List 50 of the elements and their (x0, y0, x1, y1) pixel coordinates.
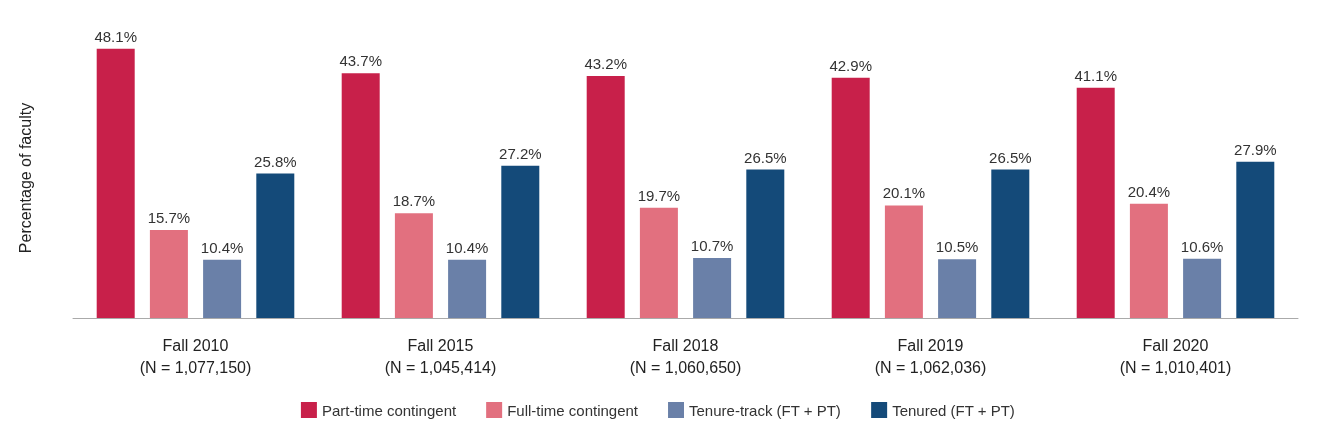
bar (1183, 258, 1222, 318)
x-tick-label: Fall 2018 (N = 1,060,650) (629, 336, 742, 376)
data-label: 27.9% (1234, 140, 1277, 158)
bar (639, 207, 678, 318)
bar (448, 259, 487, 318)
data-label: 43.2% (584, 55, 627, 73)
bar (501, 165, 540, 318)
data-label: 26.5% (744, 148, 787, 166)
x-tick-label: Fall 2019 (N = 1,062,036) (874, 336, 987, 376)
data-label: 48.1% (94, 27, 137, 45)
data-label: 10.4% (445, 238, 489, 256)
bar (884, 205, 923, 318)
bar (746, 169, 785, 318)
data-label: 10.5% (935, 238, 979, 256)
data-label: 10.7% (690, 237, 734, 255)
bar (991, 169, 1030, 318)
data-label: 19.7% (637, 186, 681, 204)
bar (96, 48, 135, 318)
bar (341, 73, 380, 318)
bar (586, 76, 625, 318)
data-label: 25.8% (254, 152, 297, 170)
x-tick-label: Fall 2020 (N = 1,010,401) (1119, 336, 1232, 376)
bar (203, 259, 242, 318)
data-label: 20.4% (1127, 182, 1171, 200)
bar (1129, 203, 1168, 318)
x-tick-label: Fall 2010 (N = 1,077,150) (139, 336, 252, 376)
legend-label: Part-time contingent (321, 401, 457, 419)
data-label: 27.2% (499, 144, 542, 162)
bar (693, 258, 732, 318)
data-label: 42.9% (829, 56, 872, 74)
data-label: 26.5% (989, 148, 1032, 166)
bar (1076, 87, 1115, 318)
bar (938, 259, 977, 318)
data-label: 18.7% (392, 192, 436, 210)
data-label: 10.4% (200, 238, 244, 256)
legend-label: Full-time contingent (507, 401, 639, 419)
data-label: 15.7% (147, 209, 191, 227)
bar (149, 230, 188, 318)
data-label: 20.1% (882, 184, 926, 202)
data-label: 10.6% (1180, 237, 1224, 255)
bar (256, 173, 295, 318)
legend-label: Tenured (FT + PT) (892, 401, 1015, 419)
bar (1236, 161, 1275, 318)
legend-label: Tenure-track (FT + PT) (689, 401, 841, 419)
y-axis-title: Percentage of faculty (16, 102, 34, 254)
data-label: 43.7% (339, 52, 382, 70)
bar (394, 213, 433, 318)
data-label: 41.1% (1074, 66, 1117, 84)
x-tick-label: Fall 2015 (N = 1,045,414) (384, 336, 497, 376)
bar (831, 77, 870, 318)
